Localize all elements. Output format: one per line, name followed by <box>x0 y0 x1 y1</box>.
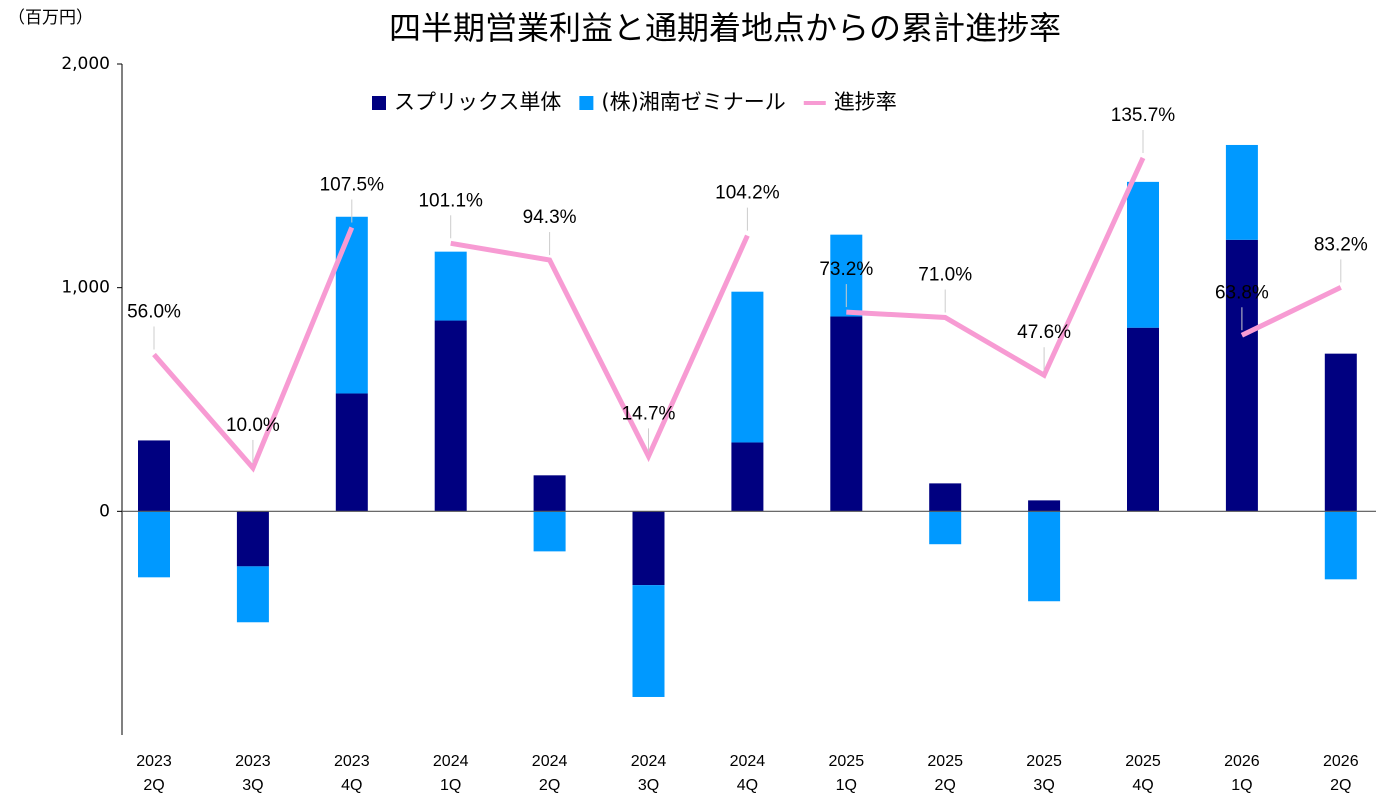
x-tick-line: 2023 <box>235 753 271 770</box>
y-tick-label: 1,000 <box>61 278 110 298</box>
data-label: 135.7% <box>1111 105 1176 126</box>
y-axis-label: （百万円） <box>8 8 93 28</box>
x-tick-line: 2025 <box>1026 753 1062 770</box>
x-tick-line: 2025 <box>1125 753 1161 770</box>
bar <box>929 511 962 545</box>
x-tick-label: 2023 3Q <box>235 753 271 794</box>
bar <box>1028 511 1061 602</box>
x-tick-label: 2026 2Q <box>1323 753 1359 794</box>
data-label: 47.6% <box>1017 322 1071 343</box>
bar <box>1127 181 1159 328</box>
x-tick-line: 2026 <box>1323 753 1359 770</box>
data-label: 56.0% <box>127 302 181 323</box>
bar <box>632 585 665 697</box>
x-tick-line: 2024 <box>631 753 667 770</box>
x-tick-line: 3Q <box>242 777 263 794</box>
x-tick-label: 2023 4Q <box>334 753 370 794</box>
bar <box>533 511 566 552</box>
data-label: 101.1% <box>418 190 483 211</box>
data-label: 73.2% <box>819 259 873 280</box>
x-tick-label: 2024 3Q <box>631 753 667 794</box>
legend-label: 進捗率 <box>834 90 897 114</box>
x-tick-label: 2025 2Q <box>927 753 963 794</box>
x-tick-label: 2023 2Q <box>136 753 172 794</box>
chart-title: 四半期営業利益と通期着地点からの累計進捗率 <box>389 9 1061 47</box>
x-tick-line: 4Q <box>737 777 758 794</box>
data-label: 107.5% <box>320 175 385 196</box>
legend-label: (株)湘南ゼミナール <box>601 90 785 114</box>
bar <box>434 320 467 512</box>
bar <box>1324 511 1357 580</box>
bar <box>533 475 566 512</box>
x-tick-line: 2024 <box>532 753 568 770</box>
x-tick-label: 2025 3Q <box>1026 753 1062 794</box>
x-tick-line: 4Q <box>1132 777 1153 794</box>
data-label: 104.2% <box>715 183 780 204</box>
bar <box>1225 144 1258 240</box>
bar <box>1028 500 1061 512</box>
bar <box>138 511 170 578</box>
data-label: 63.8% <box>1215 282 1269 303</box>
bar <box>632 511 665 586</box>
bar <box>335 216 368 394</box>
y-tick-label: 2,000 <box>61 54 110 74</box>
x-tick-line: 2026 <box>1224 753 1260 770</box>
x-tick-line: 2Q <box>935 777 956 794</box>
x-tick-label: 2024 4Q <box>730 753 766 794</box>
x-tick-line: 2025 <box>927 753 963 770</box>
bar <box>138 440 170 512</box>
legend-swatch <box>579 96 594 110</box>
x-tick-line: 2Q <box>1330 777 1351 794</box>
x-tick-line: 2Q <box>539 777 560 794</box>
legend-label: スプリックス単体 <box>394 90 561 114</box>
x-tick-line: 1Q <box>836 777 857 794</box>
bar <box>1324 353 1357 512</box>
x-tick-line: 3Q <box>1033 777 1054 794</box>
bar <box>434 251 467 321</box>
legend-swatch <box>372 96 386 110</box>
data-label: 94.3% <box>523 207 577 228</box>
bar <box>335 393 368 512</box>
x-tick-line: 3Q <box>638 777 659 794</box>
bar <box>731 291 764 443</box>
data-label: 83.2% <box>1314 234 1368 255</box>
bar <box>731 442 764 512</box>
data-label: 71.0% <box>918 265 972 286</box>
x-tick-line: 4Q <box>341 777 362 794</box>
y-tick-label: 0 <box>99 501 110 521</box>
bar <box>236 566 269 623</box>
x-tick-line: 2024 <box>730 753 766 770</box>
bar <box>1225 239 1258 512</box>
x-tick-line: 2024 <box>433 753 469 770</box>
x-tick-label: 2024 1Q <box>433 753 469 794</box>
data-label: 14.7% <box>622 403 676 424</box>
x-tick-line: 2Q <box>143 777 164 794</box>
x-tick-label: 2024 2Q <box>532 753 568 794</box>
bar <box>1127 327 1159 512</box>
x-tick-line: 2023 <box>136 753 172 770</box>
bar <box>236 511 269 567</box>
x-tick-label: 2025 4Q <box>1125 753 1161 794</box>
rate-line <box>152 156 1342 473</box>
x-tick-line: 2025 <box>829 753 865 770</box>
x-tick-line: 1Q <box>440 777 461 794</box>
x-tick-label: 2026 1Q <box>1224 753 1260 794</box>
x-tick-line: 1Q <box>1231 777 1252 794</box>
x-tick-label: 2025 1Q <box>829 753 865 794</box>
bar <box>830 316 863 512</box>
data-label: 10.0% <box>226 415 280 436</box>
bar <box>929 483 962 512</box>
x-tick-line: 2023 <box>334 753 370 770</box>
